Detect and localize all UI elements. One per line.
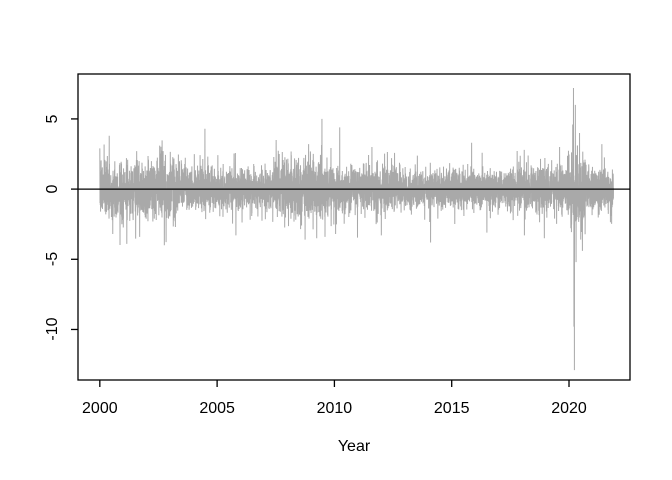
y-axis-tick-label-neg5: -5: [43, 252, 61, 267]
x-axis-tick-label-2015: 2015: [433, 400, 470, 417]
y-axis-tick-label-neg10: -10: [43, 317, 61, 342]
plot-box: [77, 73, 631, 381]
y-axis-tick-label-0: 0: [43, 184, 61, 194]
x-axis-tick-label-2000: 2000: [82, 400, 118, 417]
x-axis-title: Year: [337, 438, 371, 455]
x-axis-tick-label-2020: 2020: [551, 400, 587, 417]
x-axis-tick-label-2010: 2010: [316, 400, 353, 417]
returns-series-line: [99, 88, 614, 371]
y-axis-tick-label-5: 5: [43, 114, 61, 124]
x-axis-tick-label-2005: 2005: [199, 400, 235, 417]
